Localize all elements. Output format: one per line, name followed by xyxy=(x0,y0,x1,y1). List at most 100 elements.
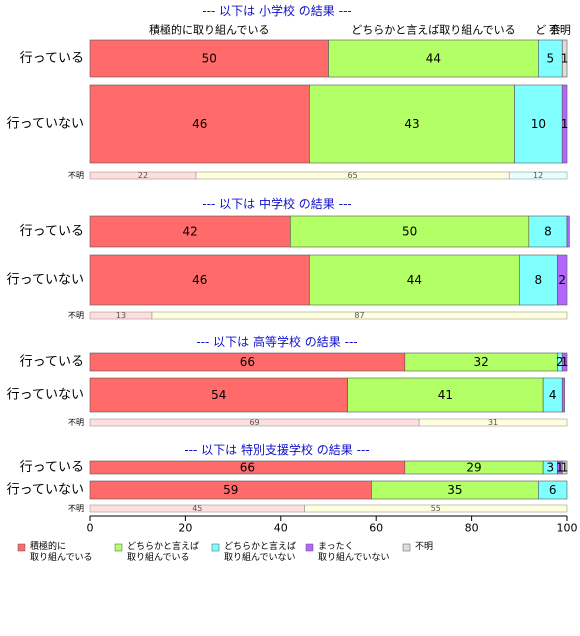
data-label: 2 xyxy=(558,273,566,287)
row-label: 行っている xyxy=(20,460,84,475)
top-category-label: 不明 xyxy=(549,24,571,37)
ratio-label: 31 xyxy=(488,418,498,427)
data-label: 43 xyxy=(404,117,419,131)
data-label: 32 xyxy=(473,355,488,369)
legend-label: 不明 xyxy=(415,541,433,552)
top-category-label: 会 xyxy=(550,24,561,37)
x-tick-label: 0 xyxy=(87,522,94,535)
ratio-row-label: 不明 xyxy=(68,171,84,180)
row-label: 行っている xyxy=(20,51,84,66)
x-tick-label: 60 xyxy=(369,522,383,535)
group-title: --- 以下は 中学校 の結果 --- xyxy=(202,196,351,211)
ratio-segment xyxy=(508,171,568,180)
group-title: --- 以下は 小学校 の結果 --- xyxy=(202,3,351,18)
data-label: 2 xyxy=(556,355,564,369)
data-label: 42 xyxy=(183,225,198,239)
ratio-segment xyxy=(304,504,568,513)
bar-segment xyxy=(561,39,568,78)
top-category-label: どちらかと言えば取り組んでいる xyxy=(351,24,515,37)
bar-segment xyxy=(561,377,565,413)
x-tick-label: 20 xyxy=(178,522,192,535)
legend-label: 取り組んでいない xyxy=(318,551,390,563)
data-label: 1 xyxy=(561,52,569,66)
legend-swatch xyxy=(211,543,220,552)
legend-swatch xyxy=(402,543,411,552)
bar-segment xyxy=(89,377,348,413)
ratio-label: 65 xyxy=(347,171,357,180)
data-label: 66 xyxy=(240,461,255,475)
ratio-label: 69 xyxy=(249,418,259,427)
group-title: --- 以下は 高等学校 の結果 --- xyxy=(196,334,357,349)
bar-segment xyxy=(561,460,568,475)
data-label: 35 xyxy=(447,483,462,497)
data-label: 44 xyxy=(426,52,441,66)
data-label: 6 xyxy=(549,483,557,497)
bar-segment xyxy=(309,254,520,306)
data-label: 46 xyxy=(192,273,207,287)
data-label: 10 xyxy=(531,117,546,131)
row-label: 行っていない xyxy=(7,388,84,403)
data-label: 1 xyxy=(561,355,569,369)
data-label: 66 xyxy=(240,355,255,369)
bar-segment xyxy=(518,254,558,306)
row-label: 行っていない xyxy=(7,483,84,498)
ratio-label: 22 xyxy=(138,171,148,180)
data-label: 8 xyxy=(544,225,552,239)
row-label: 行っていない xyxy=(7,117,84,132)
data-label: 1 xyxy=(561,461,569,475)
ratio-row-label: 不明 xyxy=(68,418,84,427)
data-label: 1 xyxy=(561,117,569,131)
group-title: --- 以下は 特別支援学校 の結果 --- xyxy=(184,442,369,457)
legend-label: どちらかと言えば xyxy=(224,540,296,552)
ratio-row-label: 不明 xyxy=(68,504,84,513)
data-label: 3 xyxy=(546,461,554,475)
data-label: 5 xyxy=(546,52,554,66)
bar-segment xyxy=(557,254,568,306)
data-label: 46 xyxy=(192,117,207,131)
bar-segment xyxy=(89,254,310,306)
data-label: 4 xyxy=(549,388,557,402)
bar-segment xyxy=(514,84,563,164)
legend-label: まったく xyxy=(318,541,354,552)
ratio-segment xyxy=(418,418,568,427)
bar-segment xyxy=(538,480,568,500)
row-label: 行っていない xyxy=(7,273,84,288)
top-category-label: 積極的に取り組んでいる xyxy=(149,23,269,37)
data-label: 50 xyxy=(402,225,417,239)
legend-label: 積極的に xyxy=(30,540,66,552)
ratio-row-label: 不明 xyxy=(68,311,84,320)
bar-segment xyxy=(328,39,539,78)
legend-label: どちらかと言えば xyxy=(127,540,199,552)
ratio-label: 87 xyxy=(354,311,364,320)
ratio-segment xyxy=(151,311,568,320)
bar-segment xyxy=(561,352,568,372)
bar-segment xyxy=(290,215,530,248)
legend-swatch xyxy=(305,543,314,552)
row-label: 行っている xyxy=(20,355,84,370)
data-label: 59 xyxy=(223,483,238,497)
data-label: 44 xyxy=(407,273,422,287)
bar-segment xyxy=(89,84,310,164)
ratio-label: 12 xyxy=(533,171,543,180)
legend-label: 取り組んでいる xyxy=(127,551,190,563)
row-label: 行っている xyxy=(20,224,84,239)
bar-segment xyxy=(561,84,568,164)
data-label: 8 xyxy=(535,273,543,287)
data-label: 1 xyxy=(556,461,564,475)
bar-segment xyxy=(566,215,570,248)
bar-segment xyxy=(347,377,544,413)
x-tick-label: 40 xyxy=(274,522,288,535)
legend-label: 取り組んでいない xyxy=(224,551,296,563)
ratio-label: 55 xyxy=(431,504,441,513)
x-tick-label: 100 xyxy=(557,522,578,535)
data-label: 29 xyxy=(466,461,481,475)
legend-label: 取り組んでいる xyxy=(30,551,93,563)
data-label: 54 xyxy=(211,388,226,402)
x-tick-label: 80 xyxy=(465,522,479,535)
ratio-label: 13 xyxy=(116,311,126,320)
bar-segment xyxy=(89,215,291,248)
data-label: 41 xyxy=(438,388,453,402)
ratio-label: 45 xyxy=(192,504,202,513)
legend-swatch xyxy=(17,543,26,552)
